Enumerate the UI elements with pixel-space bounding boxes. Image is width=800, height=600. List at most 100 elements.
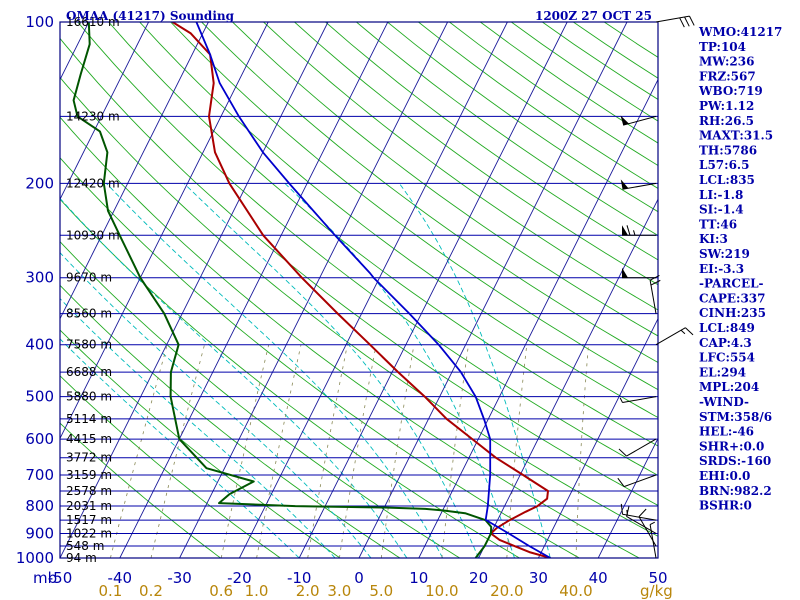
height-label: 1022 m — [66, 526, 112, 540]
index-value: -PARCEL- — [699, 277, 764, 291]
temperature-tick-label: -40 — [108, 569, 133, 587]
temperature-tick-label: 50 — [648, 569, 667, 587]
temperature-tick-label: -50 — [48, 569, 73, 587]
temperature-tick-label: -30 — [167, 569, 192, 587]
wind-barbs — [617, 15, 695, 559]
index-value: PW:1.12 — [699, 99, 754, 113]
isotherm — [60, 22, 150, 201]
mixing-ratio-label: 40.0 — [559, 582, 592, 600]
chart-title: OMAA (41217) Sounding — [66, 9, 235, 23]
height-label: 4415 m — [66, 432, 112, 446]
height-label: 14230 m — [66, 109, 120, 123]
index-value: EI:-3.3 — [699, 262, 744, 276]
pressure-tick-label: 900 — [25, 524, 54, 542]
index-value: WMO:41217 — [698, 25, 782, 39]
wind-barb — [620, 179, 657, 190]
isotherm — [358, 22, 628, 558]
sounding-lines — [72, 22, 551, 558]
index-value: SHR+:0.0 — [699, 439, 764, 453]
temperature-tick-label: 30 — [529, 569, 548, 587]
index-value: KI:3 — [699, 232, 728, 246]
index-value: LI:-1.8 — [699, 188, 743, 202]
index-value: HEL:-46 — [699, 425, 754, 439]
temperature-tick-label: 10 — [409, 569, 428, 587]
wind-barb — [618, 438, 657, 457]
height-label: 1517 m — [66, 513, 112, 527]
pressure-tick-label: 1000 — [16, 549, 54, 567]
pressure-tick-label: 700 — [25, 466, 54, 484]
parcel-profile — [195, 22, 551, 558]
height-label: 2031 m — [66, 499, 112, 513]
wind-barb — [622, 267, 656, 279]
index-value: TH:5786 — [699, 143, 757, 157]
mixing-ratio-label: 0.2 — [139, 582, 163, 600]
mixing-ratio-label: 3.0 — [327, 582, 351, 600]
height-label: 7580 m — [66, 338, 112, 352]
pressure-tick-label: 200 — [25, 174, 54, 192]
height-label: 94 m — [66, 551, 97, 565]
index-value: SW:219 — [699, 247, 750, 261]
isotherm — [298, 22, 568, 558]
height-label: 3772 m — [66, 451, 112, 465]
isotherm — [537, 317, 658, 558]
height-label: 12420 m — [66, 176, 120, 190]
isotherm — [478, 198, 658, 558]
isotherm — [60, 22, 209, 320]
index-value: SRDS:-160 — [699, 454, 771, 468]
index-value: TT:46 — [699, 217, 737, 231]
height-label: 2578 m — [66, 484, 112, 498]
pressure-tick-label: 500 — [25, 388, 54, 406]
height-label: 5114 m — [66, 412, 112, 426]
index-value: WBO:719 — [698, 84, 763, 98]
pressure-tick-label: 600 — [25, 430, 54, 448]
temperature-tick-label: -20 — [227, 569, 252, 587]
pressure-unit-label: mb — [33, 569, 57, 587]
index-value: TP:104 — [699, 40, 746, 54]
wind-barb — [620, 503, 657, 521]
isotherm — [60, 22, 329, 558]
height-label: 548 m — [66, 539, 104, 553]
index-value: MAXT:31.5 — [699, 129, 773, 143]
mixing-ratio-label: 1.0 — [245, 582, 269, 600]
wind-barb — [638, 508, 657, 547]
index-panel: WMO:41217TP:104MW:236FRZ:567WBO:719PW:1.… — [698, 25, 782, 513]
wind-barb — [619, 396, 657, 404]
pressure-tick-label: 400 — [25, 336, 54, 354]
wind-barb — [620, 115, 657, 126]
height-label: 6688 m — [66, 365, 112, 379]
isotherm — [60, 22, 269, 440]
pressure-tick-label: 800 — [25, 497, 54, 515]
temperature-tick-label: 40 — [589, 569, 608, 587]
wind-barb — [622, 225, 656, 236]
mixing-unit-label: g/kg — [640, 582, 673, 600]
index-value: BRN:982.2 — [699, 484, 772, 498]
index-value: STM:358/6 — [699, 410, 772, 424]
index-value: SI:-1.4 — [699, 203, 744, 217]
height-label: 3159 m — [66, 468, 112, 482]
mixing-ratio-label: 10.0 — [425, 582, 458, 600]
isotherm — [597, 437, 658, 558]
wind-barb — [617, 474, 657, 488]
mixing-ratio-label: 5.0 — [369, 582, 393, 600]
temperature-tick-label: -10 — [287, 569, 312, 587]
index-value: LCL:835 — [699, 173, 755, 187]
index-value: BSHR:0 — [699, 499, 752, 513]
index-value: RH:26.5 — [699, 114, 754, 128]
pressure-tick-label: 300 — [25, 269, 54, 287]
moist-adiabat — [183, 183, 480, 558]
temperature-tick-label: 0 — [354, 569, 364, 587]
index-value: LCL:849 — [699, 321, 755, 335]
isotherm — [238, 22, 508, 558]
background-grid — [60, 22, 658, 558]
height-label: 5880 m — [66, 390, 112, 404]
index-value: -WIND- — [699, 395, 749, 409]
index-value: MW:236 — [699, 55, 754, 69]
height-label: 8560 m — [66, 307, 112, 321]
mixing-ratio-label: 0.6 — [209, 582, 233, 600]
wind-barb — [655, 15, 695, 28]
mixing-ratio-label: 20.0 — [490, 582, 523, 600]
chart-datetime: 1200Z 27 OCT 25 — [535, 9, 652, 23]
height-label: 10930 m — [66, 228, 120, 242]
index-value: EL:294 — [699, 365, 746, 379]
